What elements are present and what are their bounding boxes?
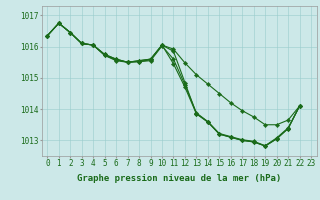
X-axis label: Graphe pression niveau de la mer (hPa): Graphe pression niveau de la mer (hPa) [77, 174, 281, 183]
